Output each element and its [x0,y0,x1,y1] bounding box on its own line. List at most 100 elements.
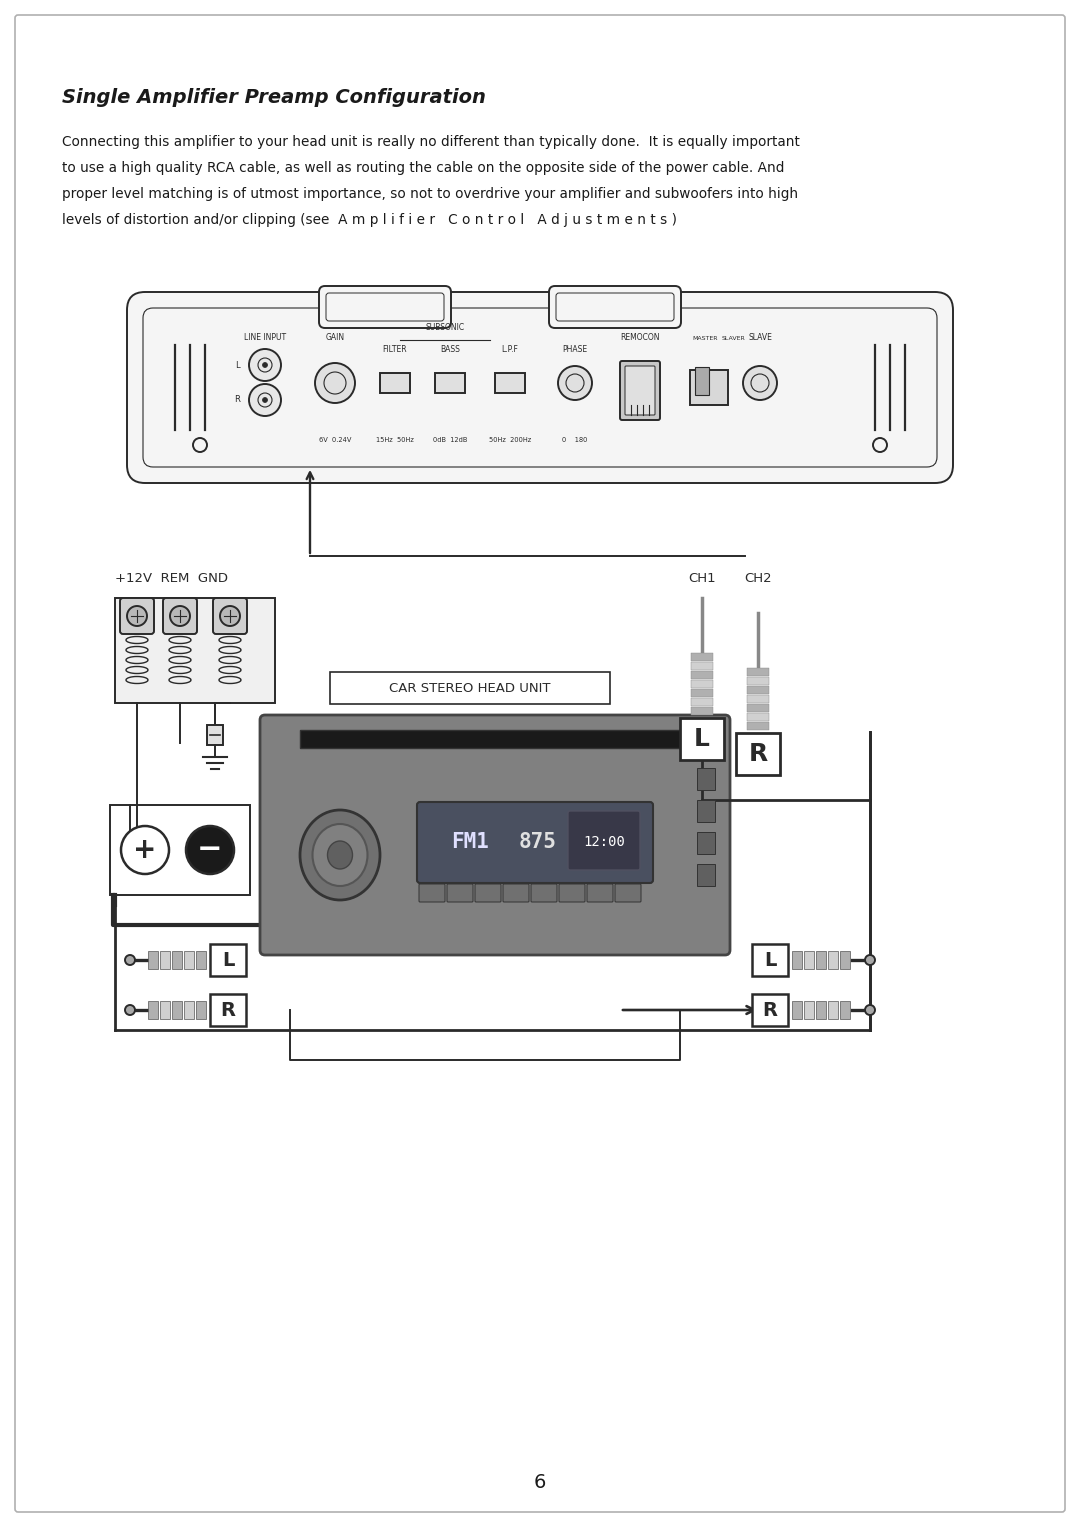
Text: CH2: CH2 [744,573,772,585]
Bar [680,718,724,760]
FancyBboxPatch shape [120,599,154,634]
Bar [697,864,715,886]
Text: BASS: BASS [440,345,460,354]
Bar [495,373,525,392]
Text: 6: 6 [534,1472,546,1492]
Bar [380,373,410,392]
Bar [816,951,826,970]
Bar [691,689,713,696]
Bar [148,1002,158,1019]
FancyBboxPatch shape [417,802,653,883]
Text: FM1: FM1 [451,832,489,852]
FancyBboxPatch shape [475,884,501,902]
Bar [160,951,170,970]
Text: 875: 875 [519,832,557,852]
Bar [300,730,700,748]
Bar [828,951,838,970]
Circle shape [865,1005,875,1015]
Circle shape [186,826,234,873]
Text: L: L [694,727,710,751]
Circle shape [127,606,147,626]
Circle shape [315,363,355,403]
Bar [804,951,814,970]
Text: SLAVE: SLAVE [748,333,772,342]
Text: +: + [133,835,157,864]
Bar [691,680,713,689]
Bar [747,667,769,676]
FancyBboxPatch shape [549,286,681,328]
Circle shape [558,366,592,400]
Bar [210,944,246,976]
Bar [747,686,769,693]
Text: LINE INPUT: LINE INPUT [244,333,286,342]
Bar [747,676,769,686]
Ellipse shape [312,825,367,886]
Bar [697,768,715,789]
Bar [435,373,465,392]
FancyBboxPatch shape [615,884,642,902]
Bar [691,698,713,705]
FancyBboxPatch shape [163,599,197,634]
FancyBboxPatch shape [588,884,613,902]
Text: FILTER: FILTER [382,345,407,354]
Bar [840,1002,850,1019]
Bar [195,951,206,970]
Text: to use a high quality RCA cable, as well as routing the cable on the opposite si: to use a high quality RCA cable, as well… [62,160,784,176]
Text: REMOCON: REMOCON [620,333,660,342]
Bar [691,663,713,670]
Text: L: L [221,950,234,970]
Bar [210,994,246,1026]
Circle shape [262,362,268,368]
Bar [696,366,708,395]
FancyBboxPatch shape [447,884,473,902]
Bar [792,951,802,970]
Text: Connecting this amplifier to your head unit is really no different than typicall: Connecting this amplifier to your head u… [62,134,800,150]
FancyBboxPatch shape [568,811,640,870]
Circle shape [262,397,268,403]
Bar [172,1002,183,1019]
FancyBboxPatch shape [319,286,451,328]
Bar [697,800,715,822]
FancyBboxPatch shape [559,884,585,902]
Text: SUBSONIC: SUBSONIC [426,324,464,333]
Text: 12:00: 12:00 [583,835,625,849]
Bar [691,670,713,680]
Text: Single Amplifier Preamp Configuration: Single Amplifier Preamp Configuration [62,89,486,107]
Bar [691,654,713,661]
Text: L: L [234,360,240,370]
Bar [828,1002,838,1019]
Bar [804,1002,814,1019]
Circle shape [743,366,777,400]
Text: 50Hz  200Hz: 50Hz 200Hz [489,437,531,443]
Bar [752,944,788,976]
Bar [195,1002,206,1019]
FancyBboxPatch shape [625,366,654,415]
Bar [184,1002,194,1019]
Circle shape [220,606,240,626]
Circle shape [170,606,190,626]
FancyBboxPatch shape [419,884,445,902]
Circle shape [121,826,168,873]
Text: 0dB  12dB: 0dB 12dB [433,437,468,443]
Ellipse shape [300,809,380,899]
Text: R: R [220,1000,235,1020]
Bar [172,951,183,970]
Bar [840,951,850,970]
Text: 0    180: 0 180 [563,437,588,443]
Text: 6V  0.24V: 6V 0.24V [319,437,351,443]
FancyBboxPatch shape [15,15,1065,1512]
Bar [816,1002,826,1019]
Text: SLAVER: SLAVER [721,336,745,341]
Bar [207,725,222,745]
Circle shape [249,350,281,382]
Bar [747,704,769,712]
Text: L: L [764,950,777,970]
FancyBboxPatch shape [531,884,557,902]
FancyBboxPatch shape [620,360,660,420]
Bar [114,599,275,702]
Bar [184,951,194,970]
Text: +12V  REM  GND: +12V REM GND [114,573,228,585]
Text: levels of distortion and/or clipping (see  A m p l i f i e r   C o n t r o l   A: levels of distortion and/or clipping (se… [62,212,677,228]
Bar [690,370,728,405]
Text: GAIN: GAIN [325,333,345,342]
